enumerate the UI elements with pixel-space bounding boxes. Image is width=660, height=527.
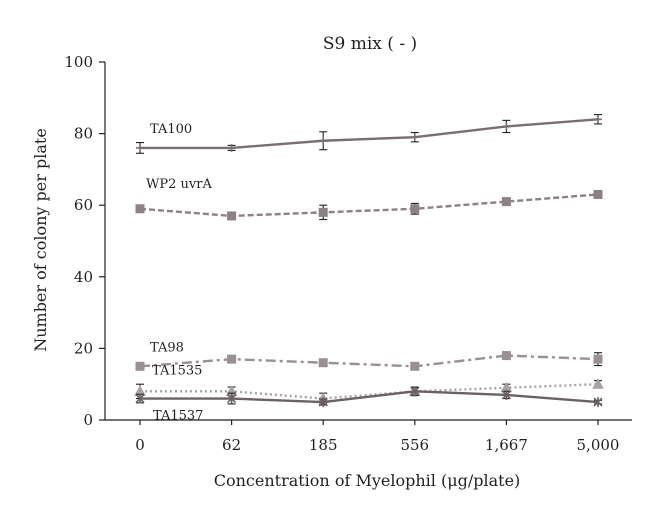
series-wp2-uvra-point bbox=[501, 197, 511, 207]
x-tick-label: 62 bbox=[222, 436, 241, 454]
series-layer bbox=[134, 114, 604, 408]
series-ta1535-line bbox=[140, 383, 599, 400]
series-ta1537-point bbox=[227, 393, 237, 404]
series-ta100-point bbox=[319, 136, 328, 145]
y-tick-label: 0 bbox=[83, 411, 93, 429]
series-wp2-uvra-point bbox=[135, 204, 145, 214]
series-ta98-point bbox=[318, 358, 328, 368]
x-tick-label: 556 bbox=[400, 436, 429, 454]
series-ta1535-point bbox=[592, 378, 604, 389]
series-ta100-line bbox=[140, 118, 599, 150]
series-ta100 bbox=[136, 114, 602, 154]
series-ta1537-point bbox=[410, 386, 420, 397]
series-ta98-line bbox=[139, 354, 599, 368]
series-label-ta98: TA98 bbox=[150, 340, 184, 355]
series-ta98-point bbox=[501, 351, 511, 361]
series-ta98-point bbox=[410, 361, 420, 371]
series-label-ta1537: TA1537 bbox=[153, 409, 203, 424]
series-ta98-point bbox=[593, 354, 603, 364]
x-ticks: 0 62 185 556 1,667 5,000 bbox=[135, 420, 619, 454]
y-tick-label: 60 bbox=[74, 196, 93, 214]
series-wp2-uvra-point bbox=[318, 207, 328, 217]
chart-title: S9 mix ( - ) bbox=[323, 34, 417, 54]
axes bbox=[104, 62, 632, 421]
x-tick-label: 5,000 bbox=[577, 436, 620, 454]
x-axis-label: Concentration of Myelophil (μg/plate) bbox=[214, 471, 521, 490]
series-ta100-point bbox=[410, 133, 419, 142]
series-wp2-uvra bbox=[135, 189, 603, 221]
series-ta1537-point bbox=[135, 393, 145, 404]
series-ta1537 bbox=[135, 386, 603, 408]
series-ta98 bbox=[135, 351, 603, 371]
series-ta98-point bbox=[227, 354, 237, 364]
series-ta100-point bbox=[136, 143, 144, 152]
series-ta1537-line bbox=[140, 390, 599, 404]
series-wp2-uvra-line bbox=[139, 193, 599, 218]
series-ta98-point bbox=[135, 361, 145, 371]
series-wp2-uvra-point bbox=[227, 211, 237, 221]
series-wp2-uvra-point bbox=[593, 189, 603, 199]
series-ta1537-point bbox=[593, 397, 603, 408]
series-label-ta1535: TA1535 bbox=[152, 363, 202, 378]
series-label-ta100: TA100 bbox=[150, 122, 192, 137]
series-ta100-point bbox=[594, 115, 602, 124]
x-tick-label: 185 bbox=[309, 436, 338, 454]
y-tick-label: 100 bbox=[64, 53, 93, 71]
y-tick-label: 20 bbox=[74, 339, 93, 357]
x-tick-label: 0 bbox=[135, 436, 145, 454]
series-ta1537-point bbox=[318, 397, 328, 408]
series-ta100-point bbox=[227, 143, 236, 152]
y-ticks: 0 20 40 60 80 100 bbox=[64, 53, 105, 429]
series-ta100-point bbox=[502, 122, 511, 131]
y-tick-label: 40 bbox=[74, 268, 93, 286]
x-tick-label: 1,667 bbox=[485, 436, 528, 454]
series-wp2-uvra-point bbox=[410, 204, 420, 214]
series-ta1537-point bbox=[501, 389, 511, 400]
y-tick-label: 80 bbox=[74, 125, 93, 143]
y-axis-label: Number of colony per plate bbox=[31, 128, 50, 352]
series-ta1535 bbox=[134, 378, 604, 405]
series-labels: TA100 WP2 uvrA TA98 TA1535 TA1537 bbox=[146, 122, 212, 424]
series-label-wp2-uvra: WP2 uvrA bbox=[146, 177, 212, 192]
